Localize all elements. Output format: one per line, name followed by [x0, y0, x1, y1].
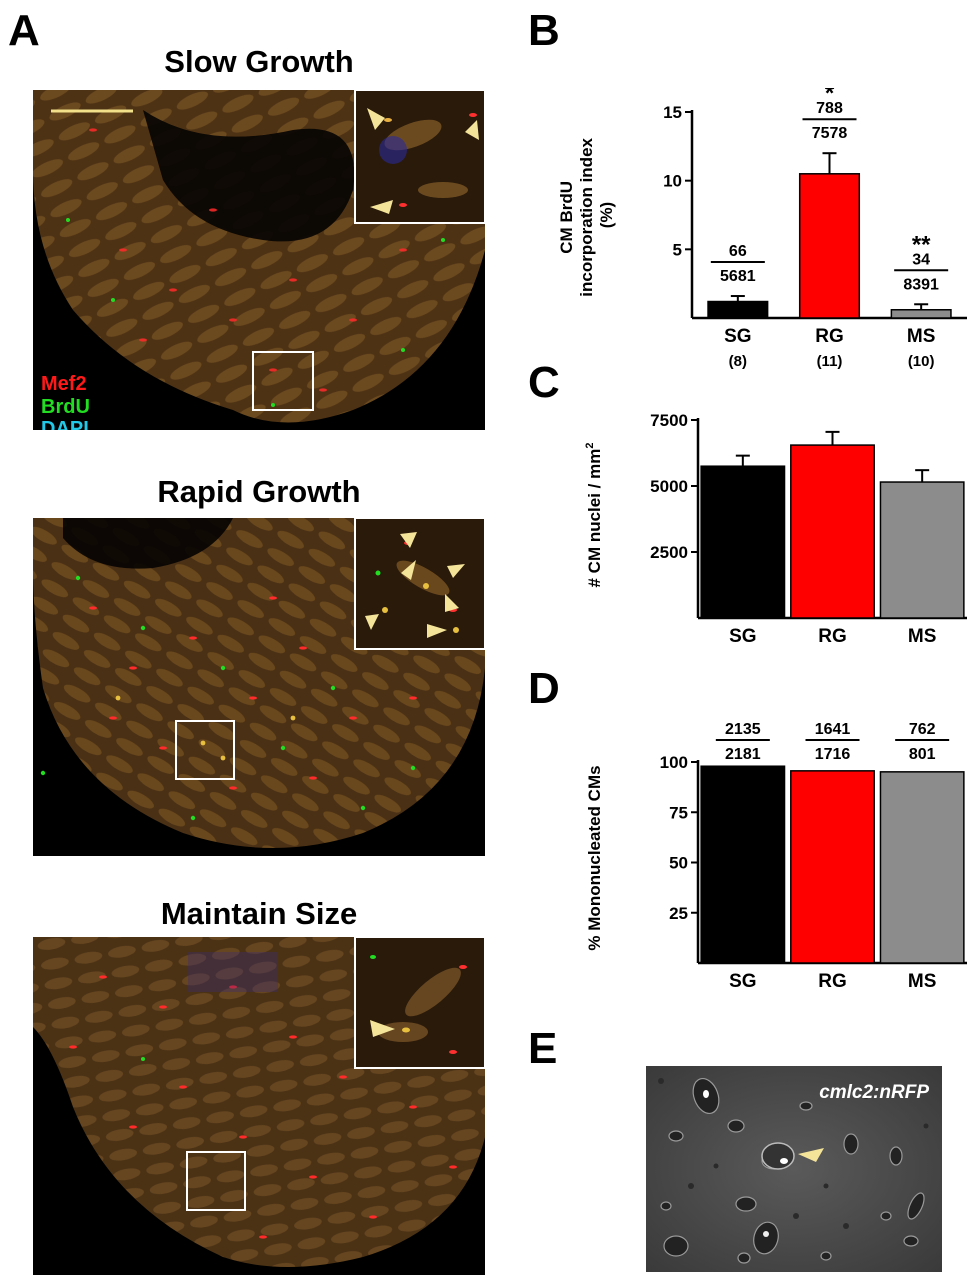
category-label-ms: MS: [907, 326, 936, 347]
bar-sg: [700, 765, 786, 964]
category-label-ms: MS: [908, 971, 937, 992]
y-tick-label: 15: [663, 103, 682, 122]
y-tick-label: 5000: [650, 477, 688, 496]
chart-b-ylabel-line3: (%): [597, 202, 616, 228]
panel-label-c: C: [528, 358, 560, 407]
y-tick-label: 100: [660, 753, 688, 772]
fraction-numerator: 762: [909, 721, 936, 738]
chart-d-ylabel: % Mononucleated CMs: [585, 765, 604, 950]
fraction-denominator: 5681: [720, 268, 756, 285]
fraction-numerator: 1641: [815, 721, 851, 738]
image-title-rapid-growth: Rapid Growth: [157, 474, 361, 509]
fraction-numerator: 66: [729, 243, 747, 260]
bar-ms: [890, 309, 952, 319]
category-n-sg: (8): [729, 353, 747, 370]
legend-brdu: BrdU: [41, 396, 90, 418]
y-tick-label: 75: [669, 803, 688, 822]
chart-b-ylabel: CM BrdU incorporation index (%): [557, 133, 616, 296]
fraction-denominator: 801: [909, 746, 936, 763]
chart-b-ticks: 5 10 15: [663, 103, 692, 259]
bar-rg: [790, 444, 875, 619]
chart-c-ticks: 2500 5000 7500: [650, 411, 698, 562]
significance-marker: **: [912, 231, 931, 258]
fraction-denominator: 7578: [812, 125, 848, 142]
fraction-denominator: 2181: [725, 746, 761, 763]
category-label-rg: RG: [818, 971, 847, 992]
category-label-sg: SG: [729, 971, 756, 992]
chart-c-bars: [700, 430, 965, 619]
y-tick-label: 7500: [650, 411, 688, 430]
chart-c: # CM nuclei / mm2 2500 5000 7500 SG RG MS: [584, 411, 967, 647]
fraction-denominator: 8391: [903, 276, 939, 293]
fraction-denominator: 1716: [815, 746, 851, 763]
bar-sg: [707, 300, 769, 319]
chart-b-categories: SG (8) RG (11) MS (10): [724, 326, 935, 370]
chart-d-annotations: 2135 2181 1641 1716 762 801: [715, 721, 950, 763]
significance-marker: *: [825, 88, 835, 107]
chart-d-ticks: 25 50 75 100: [660, 753, 698, 923]
brightfield-caption: cmlc2:nRFP: [819, 1082, 929, 1103]
panel-label-b: B: [528, 6, 560, 55]
fraction-numerator: 34: [912, 251, 930, 268]
y-tick-label: 5: [673, 240, 682, 259]
category-label-rg: RG: [815, 326, 844, 347]
category-n-ms: (10): [908, 353, 935, 370]
category-label-rg: RG: [818, 626, 847, 647]
micrograph-maintain-size: [33, 937, 485, 1275]
chart-b-bars: [707, 152, 952, 319]
chart-c-categories: SG RG MS: [729, 626, 936, 647]
chart-b-annotations: 66 5681 788 7578 * 34 8391 **: [710, 88, 949, 293]
panel-label-d: D: [528, 664, 560, 713]
bar-rg: [790, 770, 875, 964]
chart-c-ylabel-sup: 2: [584, 443, 596, 449]
chart-c-ylabel-text: # CM nuclei / mm: [585, 449, 604, 588]
panel-label-a: A: [8, 6, 40, 55]
category-n-rg: (11): [817, 353, 843, 370]
image-title-maintain-size: Maintain Size: [160, 896, 358, 931]
micrograph-slow-growth: Mef2 BrdU DAPI: [33, 90, 485, 430]
fraction-numerator: 2135: [725, 721, 761, 738]
brightfield-image: cmlc2:nRFP: [646, 1066, 942, 1272]
bar-rg: [798, 173, 861, 319]
micrograph-rapid-growth: [33, 518, 485, 856]
category-label-sg: SG: [729, 626, 756, 647]
fraction-numerator: 788: [816, 100, 843, 117]
image-title-slow-growth: Slow Growth: [164, 44, 354, 79]
chart-b-ylabel-line2: incorporation index: [577, 137, 596, 296]
chart-d: % Mononucleated CMs 25 50 75 100 2135 2181 16…: [585, 721, 967, 992]
y-tick-label: 25: [669, 904, 688, 923]
category-label-ms: MS: [908, 626, 937, 647]
y-tick-label: 50: [669, 854, 688, 873]
chart-d-bars: [700, 765, 965, 964]
bar-ms: [879, 771, 965, 964]
bar-sg: [700, 465, 786, 619]
y-tick-label: 10: [663, 172, 682, 191]
y-tick-label: 2500: [650, 543, 688, 562]
legend-dapi: DAPI: [41, 418, 89, 430]
chart-d-categories: SG RG MS: [729, 971, 936, 992]
category-label-sg: SG: [724, 326, 751, 347]
bar-ms: [879, 481, 965, 619]
chart-b-ylabel-line1: CM BrdU: [557, 181, 576, 254]
legend-mef2: Mef2: [41, 373, 87, 395]
chart-b: CM BrdU incorporation index (%) 5 10 15 66…: [557, 88, 967, 370]
chart-c-ylabel: # CM nuclei / mm2: [584, 443, 604, 588]
panel-label-e: E: [528, 1024, 558, 1073]
